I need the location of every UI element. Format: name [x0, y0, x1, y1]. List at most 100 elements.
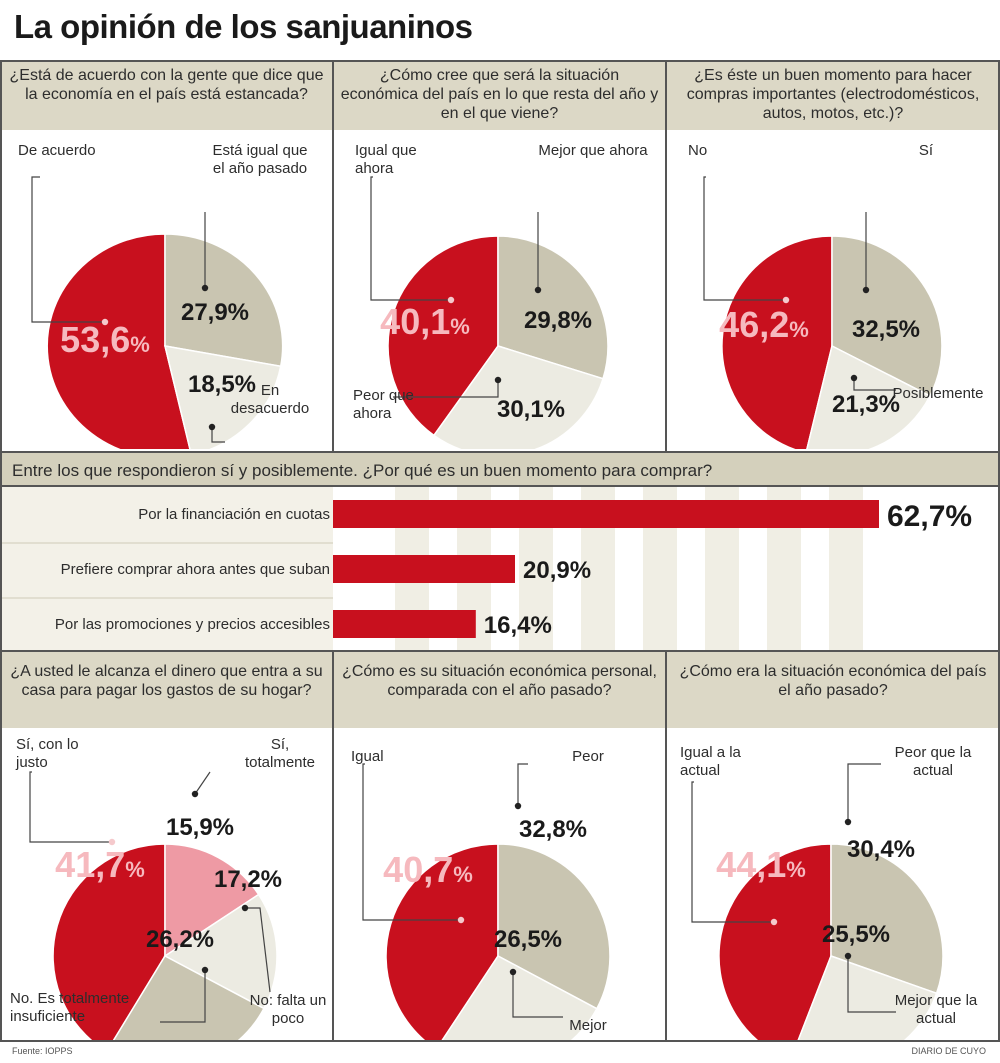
pie-slice-no — [721, 235, 833, 449]
pie-label-no: No — [688, 142, 708, 159]
leader-dot — [494, 376, 502, 384]
pie-value-igual-que-ahora: 40,1% — [380, 301, 470, 342]
pie-label-en-desacuerdo: En desacuerdo — [230, 382, 310, 417]
pie-question: ¿Está de acuerdo con la gente que dice q… — [0, 62, 333, 130]
leader-dot — [241, 904, 249, 912]
pie-slice-si-con-lo-justo — [52, 843, 166, 1040]
pie-label-posiblemente: Posiblemente — [892, 385, 984, 402]
leader-line — [370, 176, 451, 301]
leader-line — [853, 378, 896, 391]
leader-dot — [782, 296, 790, 304]
pie-slice-igual — [385, 843, 499, 1040]
pie-slice-esta-igual-que-el-ano-pasado — [164, 233, 284, 368]
divider-2 — [665, 60, 667, 451]
leader-line — [512, 972, 563, 1018]
pie-value-si: 32,5% — [852, 316, 920, 343]
pie-label-igual: Igual — [351, 748, 384, 765]
pie-chart: 53,6%27,9%18,5% — [0, 130, 333, 449]
divider-4 — [665, 650, 667, 1042]
bar-prefiere-comprar-ahora-antes-que-suban — [333, 555, 515, 583]
leader-line — [362, 763, 461, 921]
pie-slice-igual-a-la-actual — [718, 843, 832, 1040]
pie-value-mejor-que-la-actual: 25,5% — [822, 921, 890, 948]
pie-panel-last-year: ¿Cómo era la situación económica del paí… — [666, 652, 1000, 1040]
pie-slice-peor-que-la-actual — [830, 843, 944, 995]
bar-chart-question: Entre los que respondieron sí y posiblem… — [0, 451, 1000, 487]
bar-value-por-las-promociones-y-precios-accesibles: 16,4% — [484, 612, 552, 639]
divider-3 — [332, 650, 334, 1042]
leader-line — [194, 771, 211, 795]
frame-bottom — [0, 1040, 1000, 1042]
pie-slice-de-acuerdo — [46, 233, 191, 449]
leader-line — [160, 970, 206, 1023]
leader-dot — [201, 966, 209, 974]
bar-label-financing: Por la financiación en cuotas — [138, 506, 330, 523]
pie-question: ¿Cómo era la situación económica del paí… — [666, 652, 1000, 728]
pie-value-no-es-totalmente-insuficiente: 26,2% — [146, 926, 214, 953]
pie-value-no: 46,2% — [719, 304, 809, 345]
bar-por-las-promociones-y-precios-accesibles — [333, 610, 476, 638]
pie-question: ¿A usted le alcanza el dinero que entra … — [0, 652, 333, 728]
pie-value-peor-que-la-actual: 30,4% — [847, 836, 915, 863]
pie-question: ¿Es éste un buen momento para hacer comp… — [666, 62, 1000, 130]
leader-dot — [108, 838, 116, 846]
pie-label-de-acuerdo: De acuerdo — [18, 142, 96, 159]
leader-line — [703, 176, 786, 301]
frame-right — [998, 60, 1000, 1042]
pie-question: ¿Cómo cree que será la situación económi… — [333, 62, 666, 130]
leader-line — [847, 763, 881, 822]
pie-slice-en-desacuerdo — [164, 345, 282, 449]
leader-line — [31, 176, 105, 323]
leader-dot — [844, 818, 852, 826]
pie-label-igual-que-ahora: Igual que ahora — [355, 142, 417, 177]
pie-slice-mejor-que-la-actual — [797, 955, 938, 1040]
pie-label-igual-a-la-actual: Igual a la actual — [680, 744, 741, 779]
pie-slice-no-falta-un-poco — [163, 893, 278, 1010]
pie-chart: 44,1% 30,4% 25,5% — [666, 728, 1000, 1040]
frame-top — [0, 60, 1000, 62]
pie-value-peor: 32,8% — [519, 816, 587, 843]
pie-chart: 40,7%32,8%26,5% — [333, 728, 666, 1040]
pie-value-si-totalmente: 15,9% — [166, 814, 234, 841]
pie-value-posiblemente: 21,3% — [832, 391, 900, 418]
leader-line — [847, 956, 896, 1013]
bar-value-por-la-financiacion-en-cuotas: 62,7% — [887, 500, 972, 533]
pie-chart: 40,1% 29,8% 30,1% — [333, 130, 666, 449]
pie-slice-posiblemente — [806, 344, 932, 449]
leader-dot — [844, 952, 852, 960]
leader-line — [29, 771, 112, 843]
bar-chart: 62,7% 20,9% 16,4% — [0, 487, 1000, 652]
pie-value-esta-igual-que-el-ano-pasado: 27,9% — [181, 299, 249, 326]
pie-slice-mejor-que-ahora — [497, 235, 609, 380]
pie-slice-si — [831, 235, 943, 397]
pie-panel-economy-stagnant: ¿Está de acuerdo con la gente que dice q… — [0, 62, 333, 449]
leader-dot — [201, 284, 209, 292]
bar-label-promotions: Por las promociones y precios accesibles — [54, 616, 330, 633]
pie-label-no-es-totalmente-insuficiente: No. Es totalmente insuficiente — [10, 990, 130, 1025]
pie-label-si-con-lo-justo: Sí, con lo justo — [16, 736, 79, 771]
bar-label-buy-before-rise: Prefiere comprar ahora antes que suban — [60, 561, 330, 578]
bar-value-prefiere-comprar-ahora-antes-que-suban: 20,9% — [523, 557, 591, 584]
page-title: La opinión de los sanjuaninos — [14, 8, 473, 45]
pie-value-en-desacuerdo: 18,5% — [188, 371, 256, 398]
leader-line — [517, 763, 528, 806]
pie-chart: 46,2% 32,5% 21,3% — [666, 130, 1000, 449]
pie-slice-no-es-totalmente-insuficiente — [112, 955, 265, 1040]
pie-value-igual-a-la-actual: 44,1% — [716, 844, 806, 885]
pie-label-esta-igual-que-el-ano-pasado: Está igual que el año pasado — [212, 142, 308, 177]
leader-dot — [770, 918, 778, 926]
leader-dot — [862, 286, 870, 294]
leader-line — [393, 380, 499, 398]
pie-label-mejor-que-la-actual: Mejor que la actual — [894, 992, 978, 1027]
divider-1 — [332, 60, 334, 451]
pie-label-peor: Peor — [572, 748, 604, 765]
pie-value-mejor: 26,5% — [494, 926, 562, 953]
pie-label-mejor-que-ahora: Mejor que ahora — [538, 142, 648, 159]
pie-panel-good-moment: ¿Es éste un buen momento para hacer comp… — [666, 62, 1000, 449]
pie-slice-peor — [497, 843, 611, 1010]
leader-dot — [101, 318, 109, 326]
pie-panel-future-outlook: ¿Cómo cree que será la situación económi… — [333, 62, 666, 449]
pie-slice-mejor — [441, 955, 598, 1040]
leader-dot — [208, 423, 216, 431]
pie-value-peor-que-ahora: 30,1% — [497, 396, 565, 423]
